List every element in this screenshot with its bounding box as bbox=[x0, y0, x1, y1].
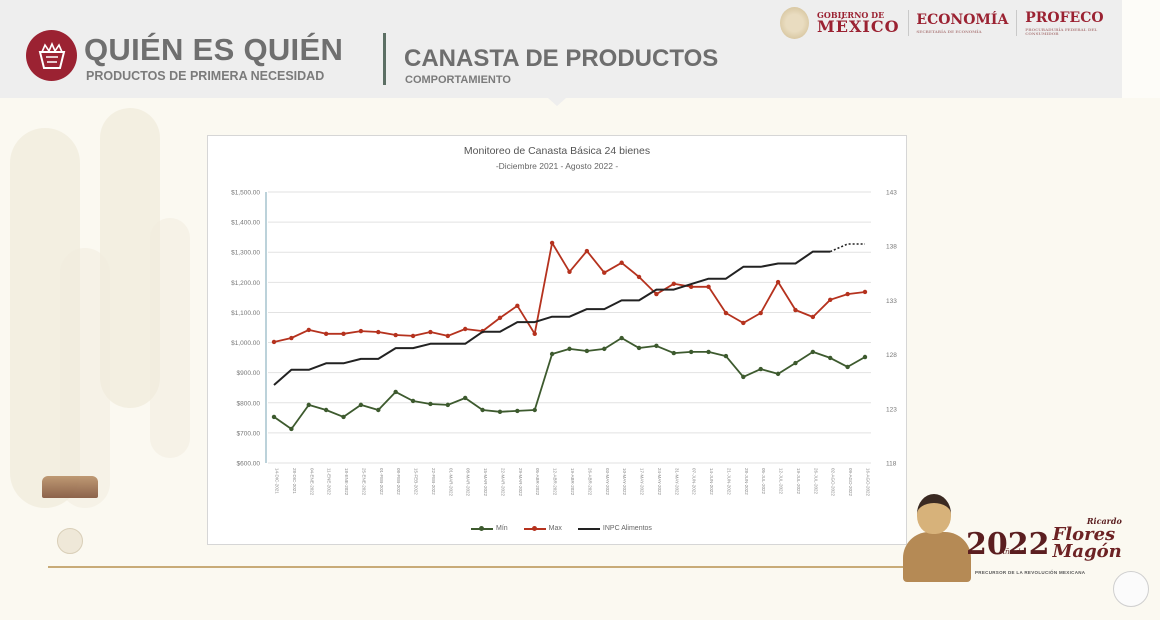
legend-item-min: Mín bbox=[471, 525, 508, 532]
svg-text:21-JUN-2022: 21-JUN-2022 bbox=[726, 468, 731, 495]
historical-figures-illustration bbox=[42, 476, 98, 498]
government-logos: GOBIERNO DE MÉXICO ECONOMÍA SECRETARÍA D… bbox=[780, 6, 1122, 40]
svg-text:26-JUL-2022: 26-JUL-2022 bbox=[813, 468, 818, 495]
svg-text:04-ENE-2022: 04-ENE-2022 bbox=[309, 468, 314, 496]
svg-text:05-ABR-2022: 05-ABR-2022 bbox=[535, 468, 540, 496]
ricardo-flores-magon-portrait bbox=[903, 494, 971, 582]
chart-title: Monitoreo de Canasta Básica 24 bienes bbox=[463, 145, 651, 157]
svg-text:15-MAR-2022: 15-MAR-2022 bbox=[483, 468, 488, 497]
national-emblem-icon bbox=[780, 7, 810, 39]
basket-logo-icon bbox=[26, 30, 77, 81]
svg-text:03-MAY-2022: 03-MAY-2022 bbox=[605, 468, 610, 496]
anniversary-logo: 2022 Ricardo Flores Magón bbox=[966, 516, 1122, 562]
svg-text:08-MAR-2022: 08-MAR-2022 bbox=[466, 468, 471, 497]
svg-text:24-MAY-2022: 24-MAY-2022 bbox=[657, 468, 662, 496]
svg-text:31-MAY-2022: 31-MAY-2022 bbox=[674, 468, 679, 496]
header-notch bbox=[548, 98, 566, 106]
seal-icon bbox=[57, 528, 83, 554]
svg-text:133: 133 bbox=[886, 298, 897, 305]
svg-text:19-ABR-2022: 19-ABR-2022 bbox=[570, 468, 575, 496]
svg-text:$1,300.00: $1,300.00 bbox=[231, 250, 260, 257]
section-title: CANASTA DE PRODUCTOS bbox=[404, 45, 719, 72]
line-chart-plot: $600.00 $700.00 $800.00 $900.00 $1,000.00 $1,… bbox=[231, 190, 897, 497]
footer-rule bbox=[48, 566, 908, 568]
svg-text:28-DIC-2021: 28-DIC-2021 bbox=[292, 468, 297, 494]
svg-text:17-MAY-2022: 17-MAY-2022 bbox=[640, 468, 645, 496]
profeco-logo: PROFECO PROCURADURÍA FEDERAL DEL CONSUMI… bbox=[1025, 9, 1104, 36]
svg-text:$1,000.00: $1,000.00 bbox=[231, 340, 260, 347]
svg-text:19-JUL-2022: 19-JUL-2022 bbox=[796, 468, 801, 495]
svg-text:12-JUL-2022: 12-JUL-2022 bbox=[779, 468, 784, 495]
svg-text:02-AGO-2022: 02-AGO-2022 bbox=[831, 468, 836, 497]
svg-text:14-JUN-2022: 14-JUN-2022 bbox=[709, 468, 714, 495]
legend-item-inpc: INPC Alimentos bbox=[577, 525, 652, 532]
svg-text:28-JUN-2022: 28-JUN-2022 bbox=[744, 468, 749, 495]
svg-text:05-JUL-2022: 05-JUL-2022 bbox=[761, 468, 766, 495]
svg-text:09-AGO-2022: 09-AGO-2022 bbox=[848, 468, 853, 497]
svg-text:18-ENE-2022: 18-ENE-2022 bbox=[344, 468, 349, 496]
ano-de-label: Año de bbox=[1000, 548, 1025, 556]
chart-card: Monitoreo de Canasta Básica 24 bienes -D… bbox=[207, 135, 907, 545]
economia-logo: ECONOMÍA SECRETARÍA DE ECONOMÍA bbox=[916, 11, 1009, 34]
svg-text:118: 118 bbox=[886, 461, 897, 468]
svg-text:16-AGO-2022: 16-AGO-2022 bbox=[866, 468, 871, 497]
svg-text:01-FEB-2022: 01-FEB-2022 bbox=[379, 468, 384, 495]
svg-text:$600.00: $600.00 bbox=[237, 461, 261, 468]
svg-text:15-FEB-2022: 15-FEB-2022 bbox=[414, 468, 419, 495]
brand-title: QUIÉN ES QUIÉN bbox=[84, 32, 344, 67]
svg-text:$700.00: $700.00 bbox=[237, 430, 261, 437]
chart-subtitle: -Diciembre 2021 - Agosto 2022 - bbox=[495, 161, 619, 171]
svg-text:22-FEB-2022: 22-FEB-2022 bbox=[431, 468, 436, 495]
svg-text:22-MAR-2022: 22-MAR-2022 bbox=[500, 468, 505, 497]
svg-text:25-ENE-2022: 25-ENE-2022 bbox=[361, 468, 366, 496]
svg-text:01-MAR-2022: 01-MAR-2022 bbox=[448, 468, 453, 497]
svg-text:$1,400.00: $1,400.00 bbox=[231, 220, 260, 227]
svg-text:$900.00: $900.00 bbox=[237, 370, 261, 377]
svg-text:26-ABR-2022: 26-ABR-2022 bbox=[587, 468, 592, 496]
svg-text:$1,100.00: $1,100.00 bbox=[231, 310, 260, 317]
svg-text:10-MAY-2022: 10-MAY-2022 bbox=[622, 468, 627, 496]
svg-text:$1,200.00: $1,200.00 bbox=[231, 280, 260, 287]
chart-legend: Mín Max INPC Alimentos bbox=[471, 525, 652, 532]
corner-seal-icon bbox=[1113, 571, 1149, 607]
svg-text:08-FEB-2022: 08-FEB-2022 bbox=[396, 468, 401, 495]
svg-text:11-ENE-2022: 11-ENE-2022 bbox=[327, 468, 332, 495]
anniversary-tagline: PRECURSOR DE LA REVOLUCIÓN MEXICANA bbox=[975, 570, 1086, 575]
svg-text:123: 123 bbox=[886, 406, 897, 413]
svg-text:$1,500.00: $1,500.00 bbox=[231, 190, 260, 197]
svg-text:143: 143 bbox=[886, 190, 897, 197]
header-divider bbox=[383, 33, 386, 85]
svg-text:128: 128 bbox=[886, 352, 897, 359]
svg-text:138: 138 bbox=[886, 244, 897, 251]
svg-text:07-JUN-2022: 07-JUN-2022 bbox=[692, 468, 697, 495]
brand-subtitle: PRODUCTOS DE PRIMERA NECESIDAD bbox=[86, 69, 325, 83]
section-subtitle: COMPORTAMIENTO bbox=[405, 74, 511, 86]
svg-text:29-MAR-2022: 29-MAR-2022 bbox=[518, 468, 523, 497]
svg-text:12-ABR-2022: 12-ABR-2022 bbox=[553, 468, 558, 496]
gobierno-de-mexico-logo: GOBIERNO DE MÉXICO bbox=[817, 10, 900, 36]
logo-separator bbox=[907, 10, 909, 36]
header-bar: QUIÉN ES QUIÉN PRODUCTOS DE PRIMERA NECE… bbox=[0, 0, 1122, 98]
legend-item-max: Max bbox=[523, 525, 562, 532]
svg-text:14-DIC-2021: 14-DIC-2021 bbox=[275, 468, 280, 494]
logo-separator bbox=[1016, 10, 1018, 36]
svg-text:$800.00: $800.00 bbox=[237, 400, 261, 407]
